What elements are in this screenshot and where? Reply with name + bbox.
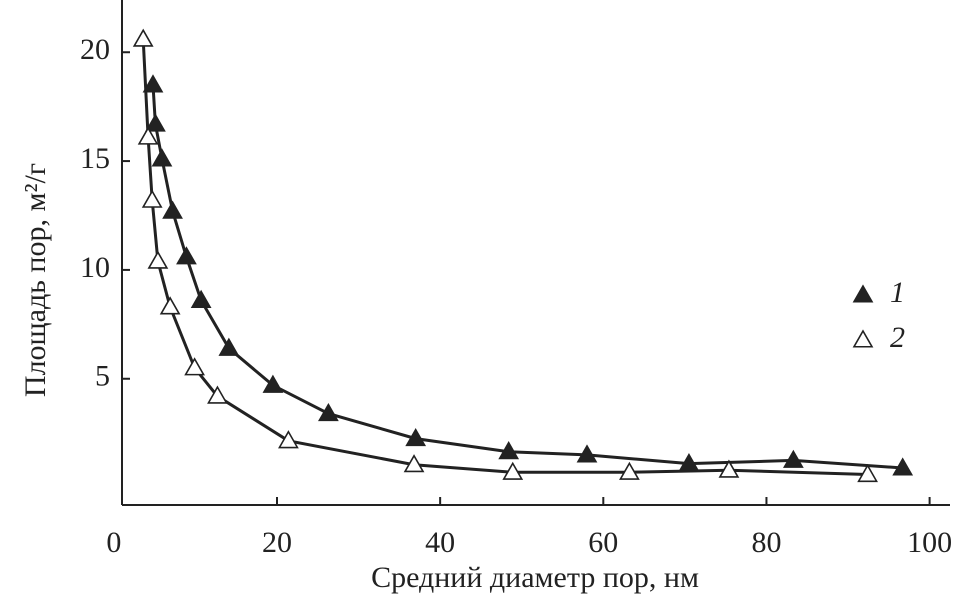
- y-axis-label: Площадь пор, м²/г: [19, 163, 52, 397]
- fit-line: [141, 39, 868, 476]
- x-axis-label: Средний диаметр пор, нм: [371, 561, 699, 594]
- marker: [718, 459, 740, 478]
- marker: [141, 189, 163, 208]
- y-tick-label: 10: [80, 251, 110, 284]
- marker: [147, 250, 169, 269]
- x-tick-label: 20: [262, 526, 292, 559]
- marker: [262, 374, 284, 393]
- x-tick-label: 80: [751, 526, 781, 559]
- marker: [318, 402, 339, 422]
- marker: [502, 461, 524, 480]
- y-tick-label: 20: [80, 33, 110, 66]
- marker: [403, 454, 425, 473]
- marker: [576, 444, 598, 463]
- marker: [132, 28, 154, 47]
- x-tick-label: 40: [425, 526, 455, 559]
- marker: [857, 463, 878, 483]
- x-tick-label: 60: [588, 526, 618, 559]
- legend-marker: [852, 284, 874, 303]
- marker: [137, 126, 159, 145]
- marker: [619, 461, 640, 480]
- x-tick-label: 100: [907, 526, 952, 559]
- marker: [151, 148, 173, 167]
- x-tick-label: 0: [106, 526, 121, 559]
- marker: [892, 457, 914, 476]
- legend-marker: [852, 329, 874, 348]
- marker: [782, 449, 804, 468]
- marker: [278, 430, 299, 449]
- marker: [207, 385, 228, 404]
- y-tick-label: 15: [80, 142, 110, 175]
- marker: [142, 74, 164, 93]
- fit-line: [151, 84, 903, 470]
- marker: [190, 289, 212, 308]
- marker: [162, 200, 183, 219]
- marker: [159, 296, 181, 315]
- marker: [405, 427, 427, 447]
- marker: [498, 441, 520, 460]
- marker: [145, 113, 166, 132]
- marker: [184, 357, 205, 376]
- legend-label: 2: [890, 321, 905, 354]
- y-tick-label: 5: [95, 360, 110, 393]
- marker: [176, 246, 197, 265]
- legend-label: 1: [890, 276, 905, 309]
- marker: [218, 337, 240, 356]
